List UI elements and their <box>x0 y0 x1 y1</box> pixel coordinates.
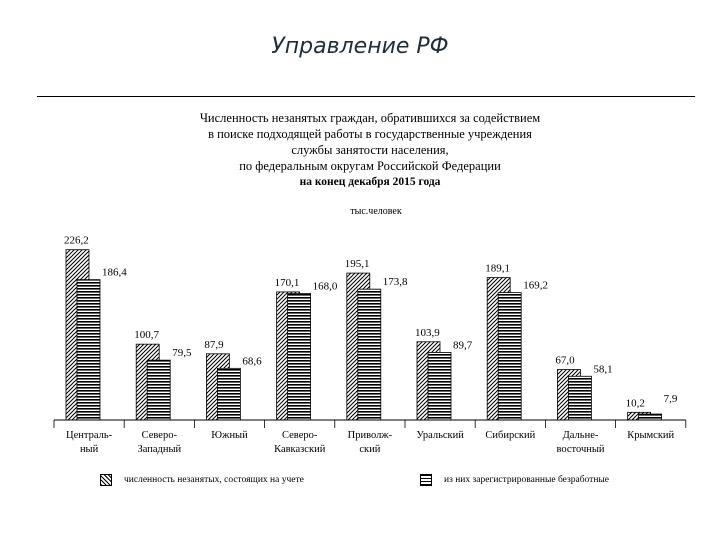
chart-title-line-1: Численность незанятых граждан, обративши… <box>199 111 541 125</box>
bar-unemployed-8 <box>638 413 662 421</box>
bar-unemployed-7 <box>568 375 592 421</box>
bar-unemployed-6 <box>497 292 522 421</box>
data-label-unemployed-8: 7,9 <box>664 393 678 405</box>
data-label-unemployed-2: 68,6 <box>242 355 262 367</box>
unit-label: тыс.человек <box>350 206 402 217</box>
data-label-registered-7: 67,0 <box>555 355 575 367</box>
tick-label-2-0: Южный <box>211 430 248 441</box>
tick-label-7-0: Дальне- <box>563 430 599 441</box>
tick-label-0-1: ный <box>80 444 99 455</box>
data-label-registered-0: 226,2 <box>64 235 89 247</box>
tick-label-1-1: Западный <box>137 444 181 455</box>
chart-title: Численность незанятых граждан, обративши… <box>150 110 590 190</box>
slide-title: Управление РФ <box>271 34 449 59</box>
data-label-registered-3: 170,1 <box>275 277 300 289</box>
chart-subtitle: на конец декабря 2015 года <box>299 176 441 188</box>
title-divider <box>37 96 695 97</box>
data-label-registered-5: 103,9 <box>415 327 440 339</box>
data-label-unemployed-3: 168,0 <box>313 280 338 292</box>
bar-unemployed-5 <box>427 352 452 421</box>
data-label-registered-2: 87,9 <box>204 339 224 351</box>
chart-title-line-4: по федеральным округам Российской Федера… <box>239 159 501 173</box>
data-label-unemployed-4: 173,8 <box>383 276 408 288</box>
tick-label-7-1: восточный <box>556 444 604 455</box>
data-label-unemployed-6: 169,2 <box>523 280 548 292</box>
bar-unemployed-4 <box>357 288 382 421</box>
bar-unemployed-0 <box>76 279 101 421</box>
chart-title-line-3: службы занятости населения, <box>291 143 449 157</box>
tick-label-3-1: Кавказский <box>274 444 326 455</box>
legend-swatch-diagonal <box>100 474 112 486</box>
legend-item-registered: численность незанятых, состоящих на учет… <box>100 474 304 486</box>
tick-label-0-0: Централь- <box>66 430 113 441</box>
data-label-unemployed-1: 79,5 <box>172 347 192 359</box>
data-label-unemployed-7: 58,1 <box>593 363 612 375</box>
data-label-unemployed-5: 89,7 <box>453 339 473 351</box>
legend-item-unemployed: из них зарегистрированные безработные <box>420 474 609 486</box>
tick-label-4-1: ский <box>359 444 380 455</box>
legend-swatch-horizontal <box>420 474 432 486</box>
tick-label-5-0: Уральский <box>416 430 464 441</box>
chart-title-line-2: в поиске подходящей работы в государстве… <box>208 127 532 141</box>
data-label-unemployed-0: 186,4 <box>102 267 127 279</box>
legend-label-unemployed: из них зарегистрированные безработные <box>444 475 610 485</box>
tick-label-4-0: Приволж- <box>348 430 393 441</box>
bar-unemployed-2 <box>216 367 241 421</box>
tick-label-8-0: Крымский <box>627 430 674 441</box>
data-label-registered-6: 189,1 <box>485 263 510 275</box>
data-label-registered-8: 10,2 <box>626 397 645 409</box>
bar-unemployed-1 <box>146 359 171 421</box>
tick-label-3-0: Северо- <box>282 430 318 441</box>
tick-label-1-0: Северо- <box>142 430 178 441</box>
tick-label-6-0: Сибирский <box>485 430 535 441</box>
bar-unemployed-3 <box>287 293 312 421</box>
legend-label-registered: численность незанятых, состоящих на учет… <box>124 475 304 485</box>
data-label-registered-4: 195,1 <box>345 258 370 270</box>
data-label-registered-1: 100,7 <box>134 329 159 341</box>
